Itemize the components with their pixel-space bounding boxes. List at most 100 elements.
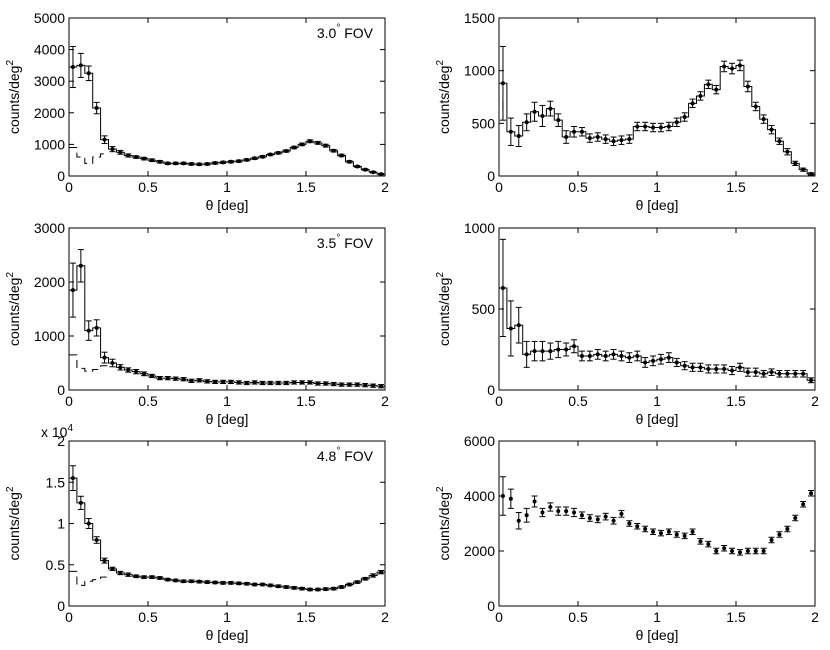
y-tick-label: 0.5	[46, 557, 66, 573]
data-point	[730, 368, 735, 373]
y-axis-label: counts/deg2	[5, 60, 22, 135]
data-point	[197, 579, 202, 584]
data-point	[268, 583, 273, 588]
x-tick-label: 2	[811, 609, 819, 625]
data-point	[86, 71, 91, 76]
data-point	[706, 366, 711, 371]
x-axis-label: θ [deg]	[206, 627, 249, 643]
background-dashed-line	[69, 147, 109, 164]
x-tick-label: 0.5	[568, 179, 588, 195]
y-tick-label: 1	[57, 516, 65, 532]
data-point	[524, 513, 529, 518]
data-point	[651, 125, 656, 130]
data-point	[785, 149, 790, 154]
data-point	[102, 355, 107, 360]
data-point	[540, 113, 545, 118]
data-point	[300, 142, 305, 147]
data-point	[149, 373, 154, 378]
data-point	[189, 161, 194, 166]
x-tick-label: 0	[495, 393, 503, 409]
x-tick-label: 0	[65, 179, 73, 195]
data-point	[149, 158, 154, 163]
data-point	[292, 145, 297, 150]
data-point	[165, 376, 170, 381]
y-tick-label: 3000	[34, 220, 65, 236]
data-point	[252, 156, 257, 161]
x-tick-label: 1.5	[296, 393, 316, 409]
histogram-line	[498, 64, 816, 176]
data-point	[722, 546, 727, 551]
data-point	[276, 584, 281, 589]
data-point	[347, 159, 352, 164]
histogram-line	[68, 477, 386, 606]
data-point	[761, 549, 766, 553]
x-tick-label: 1	[653, 609, 661, 625]
data-point	[508, 129, 513, 134]
data-point	[532, 499, 537, 504]
data-point	[508, 326, 513, 331]
data-point	[355, 164, 360, 169]
x-tick-label: 1	[223, 179, 231, 195]
data-point	[94, 106, 99, 111]
data-point	[730, 549, 735, 553]
x-tick-label: 1.5	[726, 609, 746, 625]
x-tick-label: 2	[381, 393, 389, 409]
x-tick-label: 0.5	[138, 609, 158, 625]
data-point	[722, 64, 727, 69]
background-dashed-line	[69, 570, 109, 586]
x-tick-label: 2	[811, 393, 819, 409]
data-point	[323, 381, 328, 386]
y-tick-label: 2000	[464, 543, 495, 559]
data-point	[516, 133, 521, 138]
data-point	[674, 120, 679, 125]
data-point	[307, 587, 312, 592]
data-point	[307, 139, 312, 144]
data-point	[339, 153, 344, 158]
data-point	[260, 582, 265, 587]
x-tick-label: 0	[65, 609, 73, 625]
x-tick-label: 2	[811, 179, 819, 195]
data-point	[228, 159, 233, 164]
data-point	[315, 140, 320, 145]
data-point	[698, 93, 703, 98]
data-point	[102, 558, 107, 563]
data-point	[260, 154, 265, 159]
data-point	[134, 155, 139, 160]
x-tick-label: 0.5	[568, 609, 588, 625]
data-point	[737, 365, 742, 370]
data-point	[213, 379, 218, 384]
data-point	[793, 371, 798, 376]
x-tick-label: 0	[65, 393, 73, 409]
data-point	[70, 476, 75, 481]
plot-frame	[498, 227, 816, 391]
data-point	[363, 576, 368, 581]
y-tick-label: 1000	[34, 136, 65, 152]
data-point	[556, 509, 561, 514]
y-tick-label: 3000	[34, 73, 65, 89]
data-point	[674, 532, 679, 537]
data-point	[134, 574, 139, 579]
data-point	[682, 115, 687, 120]
fov-label: 3.5° FOV	[317, 233, 374, 251]
data-point	[189, 378, 194, 383]
data-point	[651, 358, 656, 363]
x-axis-label: θ [deg]	[636, 411, 679, 427]
data-point	[745, 549, 750, 553]
x-tick-label: 1	[653, 393, 661, 409]
data-point	[173, 376, 178, 381]
data-point	[70, 288, 75, 293]
data-point	[323, 143, 328, 148]
data-point	[86, 328, 91, 333]
y-tick-label: 0	[487, 598, 495, 614]
data-point	[292, 585, 297, 590]
data-point	[595, 135, 600, 140]
data-point	[737, 63, 742, 68]
y-tick-label: 2000	[34, 105, 65, 121]
data-point	[228, 580, 233, 585]
data-point	[300, 380, 305, 385]
data-point	[603, 137, 608, 142]
data-point	[635, 124, 640, 129]
data-point	[809, 491, 814, 496]
data-point	[572, 344, 577, 349]
